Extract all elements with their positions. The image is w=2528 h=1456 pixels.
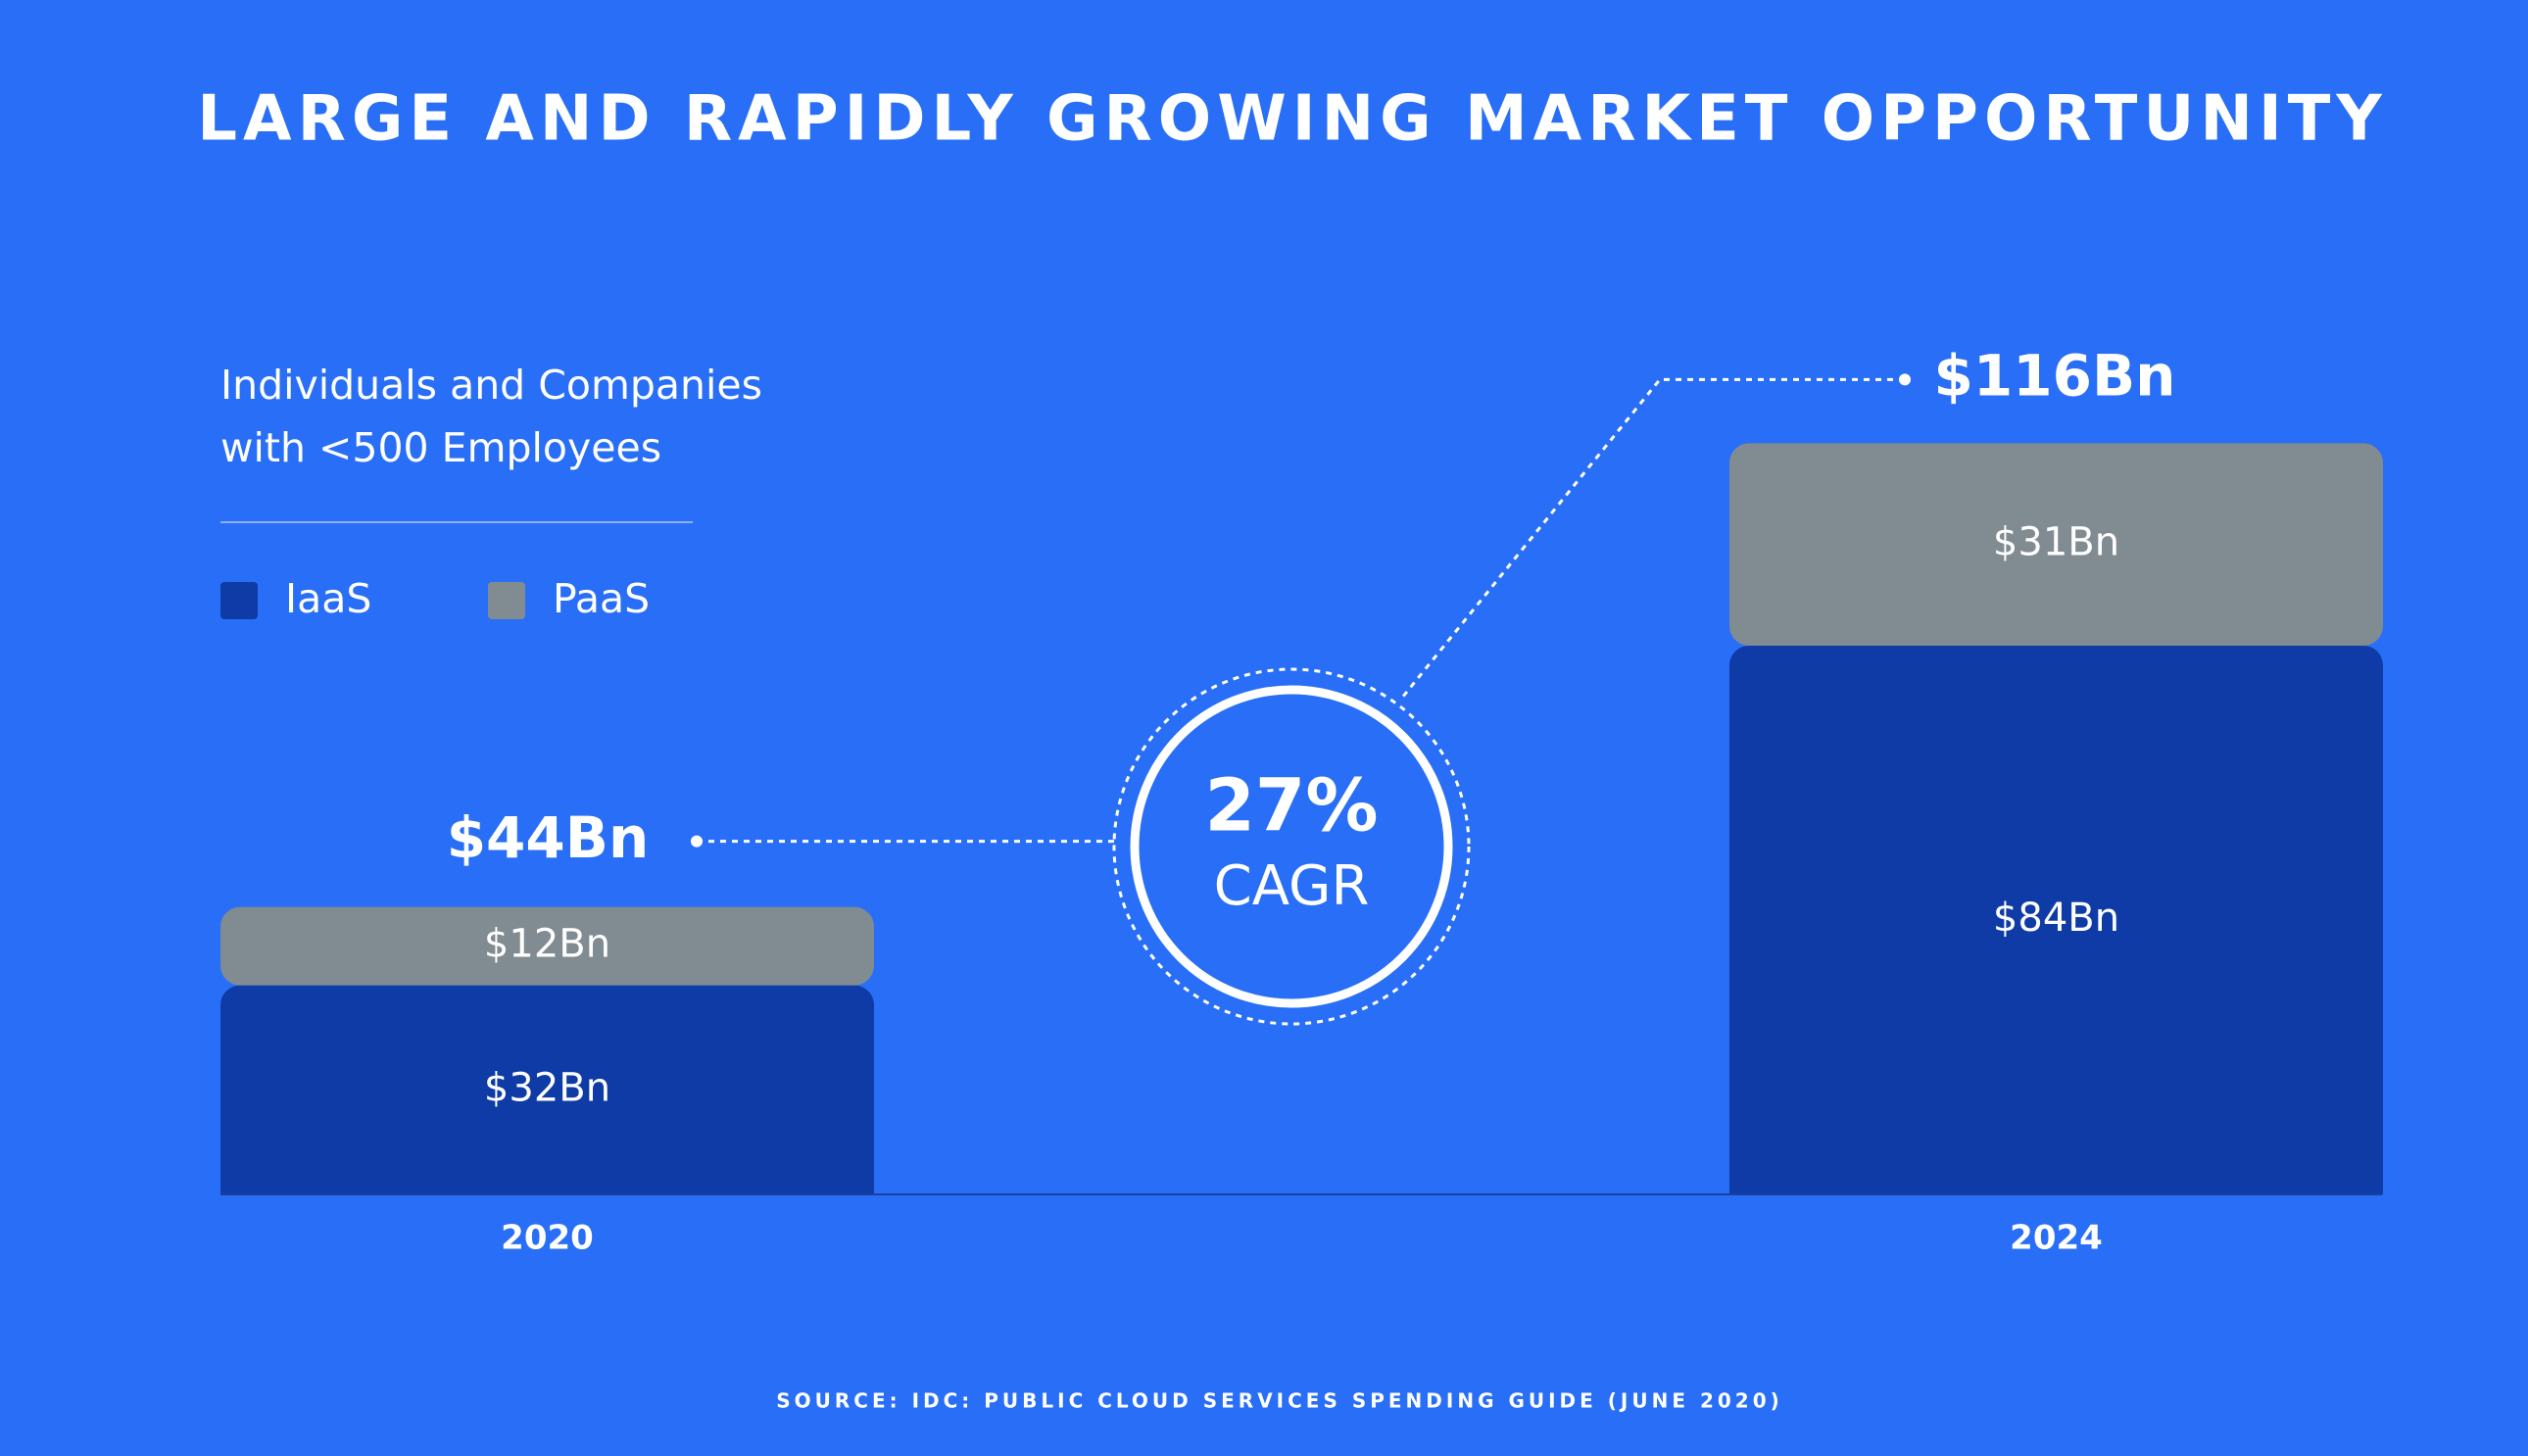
legend-label: IaaS (285, 575, 371, 622)
total-label: $116Bn (1934, 342, 2176, 409)
subtitle-line: Individuals and Companies (220, 362, 762, 409)
bar-segment (1729, 443, 2383, 646)
leader-line (1400, 377, 1905, 699)
subtitle-line: with <500 Employees (220, 424, 661, 471)
cagr-value: 27% (1204, 764, 1378, 849)
category-label: 2024 (2010, 1219, 2103, 1258)
bar-value-label: $12Bn (484, 922, 610, 967)
bar-segment-base (220, 1090, 874, 1194)
category-label: 2020 (501, 1219, 594, 1258)
chart-title: LARGE AND RAPIDLY GROWING MARKET OPPORTU… (197, 83, 2388, 156)
cagr-ring (1130, 685, 1453, 1008)
legend-swatch (488, 582, 525, 619)
bar-value-label: $31Bn (1993, 520, 2119, 565)
total-label: $44Bn (447, 804, 650, 871)
cagr-ring-outer (1112, 667, 1471, 1026)
bar-value-label: $32Bn (484, 1065, 610, 1110)
bar-segment-base (1729, 920, 2383, 1194)
legend-swatch (220, 582, 258, 619)
bar-value-label: $84Bn (1993, 896, 2119, 941)
source: SOURCE: IDC: PUBLIC CLOUD SERVICES SPEND… (776, 1389, 1783, 1413)
cagr-label: CAGR (1214, 854, 1370, 918)
bar-segment (220, 906, 874, 986)
legend-label: PaaS (553, 575, 650, 622)
